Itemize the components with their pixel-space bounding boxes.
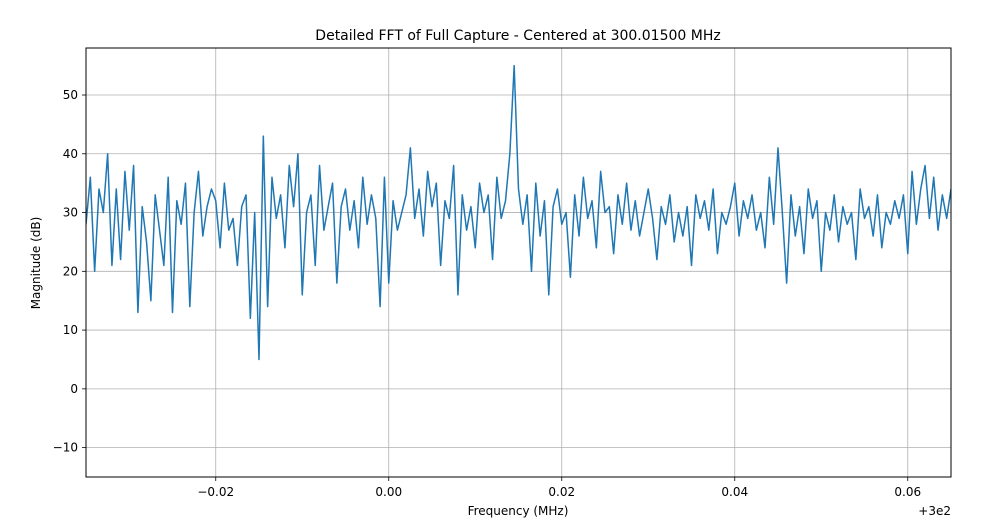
y-tick-label: −10	[53, 441, 78, 455]
x-tick-label: 0.00	[375, 485, 402, 499]
x-tick-label: 0.02	[548, 485, 575, 499]
chart-title: Detailed FFT of Full Capture - Centered …	[315, 28, 720, 44]
x-tick-label: −0.02	[197, 485, 234, 499]
y-tick-label: 10	[63, 323, 78, 337]
x-tick-label: 0.04	[721, 485, 748, 499]
x-axis-label: Frequency (MHz)	[468, 504, 569, 518]
axes-frame	[85, 47, 952, 478]
y-tick-label: 30	[63, 206, 78, 220]
spectrum-line	[86, 64, 951, 361]
y-tick-label: 50	[63, 88, 78, 102]
y-axis-label: Magnitude (dB)	[29, 217, 43, 310]
y-tick-label: 40	[63, 147, 78, 161]
y-tick-label: 0	[70, 382, 78, 396]
y-tick-label: 20	[63, 264, 78, 278]
x-offset-label: +3e2	[918, 504, 951, 518]
x-tick-label: 0.06	[894, 485, 921, 499]
plot-area	[86, 64, 951, 361]
ticks: −0.02 0.00 0.02 0.04 0.06 −10 0 10 20 30 40 50	[53, 88, 921, 499]
